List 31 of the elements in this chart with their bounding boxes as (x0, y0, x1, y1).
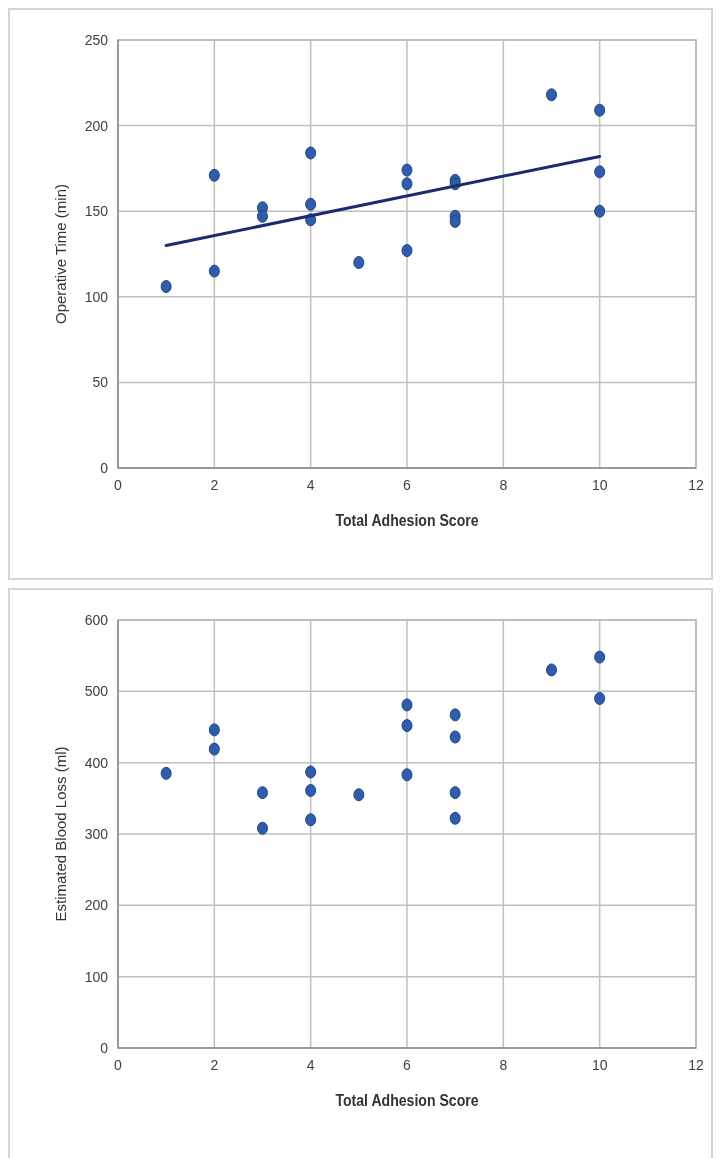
x-tick-label: 0 (114, 1057, 123, 1073)
x-tick-label: 10 (591, 1057, 608, 1073)
y-axis-title: Estimated Blood Loss (ml) (52, 746, 69, 922)
y-tick-label: 250 (84, 32, 109, 48)
x-tick-label: 2 (210, 1057, 219, 1073)
x-tick-label: 0 (114, 477, 123, 493)
y-axis-title: Operative Time (min) (52, 183, 69, 325)
y-tick-label: 0 (100, 1040, 109, 1056)
x-tick-label: 12 (688, 1057, 704, 1073)
y-tick-label: 600 (84, 612, 109, 628)
x-axis-title: Total Adhesion Score (335, 511, 479, 530)
y-tick-label: 200 (84, 117, 109, 134)
y-tick-label: 100 (84, 288, 109, 305)
x-tick-label: 4 (306, 1057, 315, 1073)
x-tick-label: 8 (499, 477, 508, 493)
x-axis-title: Total Adhesion Score (335, 1091, 479, 1110)
x-tick-label: 2 (210, 477, 219, 493)
y-tick-label: 300 (84, 826, 109, 842)
y-tick-label: 50 (92, 374, 109, 391)
x-tick-label: 8 (499, 1057, 508, 1073)
x-tick-label: 12 (688, 477, 704, 493)
x-tick-label: 4 (306, 477, 315, 493)
x-tick-label: 10 (591, 477, 608, 493)
y-tick-label: 400 (84, 754, 109, 771)
y-tick-label: 150 (84, 203, 109, 220)
y-tick-label: 100 (84, 968, 109, 985)
x-tick-label: 6 (403, 477, 412, 493)
x-tick-label: 6 (403, 1057, 412, 1073)
y-tick-label: 0 (100, 460, 109, 476)
y-tick-label: 500 (84, 683, 109, 700)
y-tick-label: 200 (84, 897, 109, 914)
